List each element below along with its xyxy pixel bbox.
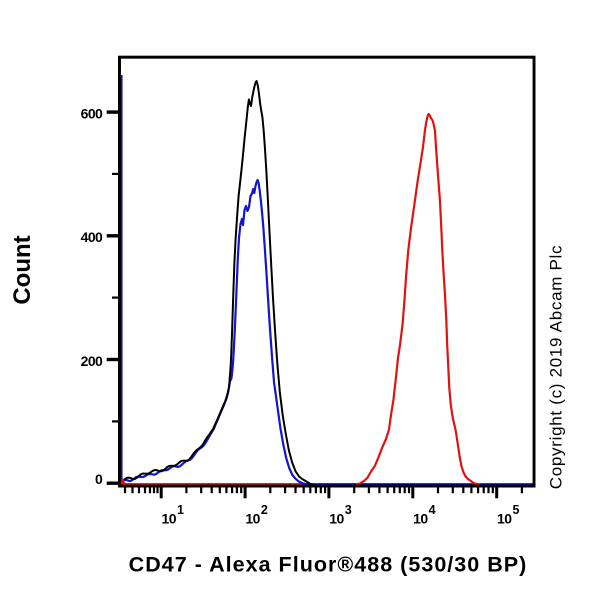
svg-text:5: 5 bbox=[513, 503, 520, 517]
svg-text:600: 600 bbox=[81, 105, 103, 121]
svg-text:Copyright (c) 2019 Abcam Plc: Copyright (c) 2019 Abcam Plc bbox=[547, 245, 566, 489]
svg-text:10: 10 bbox=[413, 511, 428, 527]
svg-text:3: 3 bbox=[345, 503, 352, 517]
svg-text:Count: Count bbox=[9, 235, 36, 304]
svg-text:200: 200 bbox=[81, 353, 103, 369]
svg-text:0: 0 bbox=[95, 471, 103, 487]
svg-text:4: 4 bbox=[429, 503, 436, 517]
svg-text:2: 2 bbox=[261, 503, 268, 517]
svg-text:10: 10 bbox=[497, 511, 512, 527]
svg-text:10: 10 bbox=[245, 511, 260, 527]
svg-text:CD47 - Alexa Fluor®488 (530/30: CD47 - Alexa Fluor®488 (530/30 BP) bbox=[129, 553, 528, 577]
svg-text:10: 10 bbox=[162, 511, 177, 527]
svg-text:10: 10 bbox=[329, 511, 344, 527]
svg-text:400: 400 bbox=[81, 229, 103, 245]
svg-text:1: 1 bbox=[177, 503, 184, 517]
